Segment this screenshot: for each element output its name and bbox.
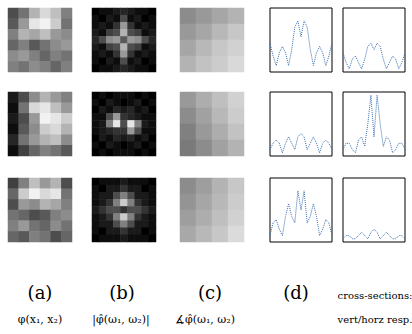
svg-text:(b): (b) — [109, 282, 135, 303]
svg-text:∡φ̂(ω₁, ω₂): ∡φ̂(ω₁, ω₂) — [175, 313, 235, 326]
svg-text:cross-sections:: cross-sections: — [338, 290, 412, 301]
svg-text:(a): (a) — [28, 282, 53, 303]
svg-text:vert/horz resp.: vert/horz resp. — [337, 314, 412, 325]
svg-text:φ(x₁, x₂): φ(x₁, x₂) — [18, 313, 63, 326]
svg-text:(d): (d) — [283, 282, 309, 303]
svg-text:(c): (c) — [198, 282, 222, 303]
svg-text:|φ̂(ω₁, ω₂)|: |φ̂(ω₁, ω₂)| — [92, 313, 149, 327]
